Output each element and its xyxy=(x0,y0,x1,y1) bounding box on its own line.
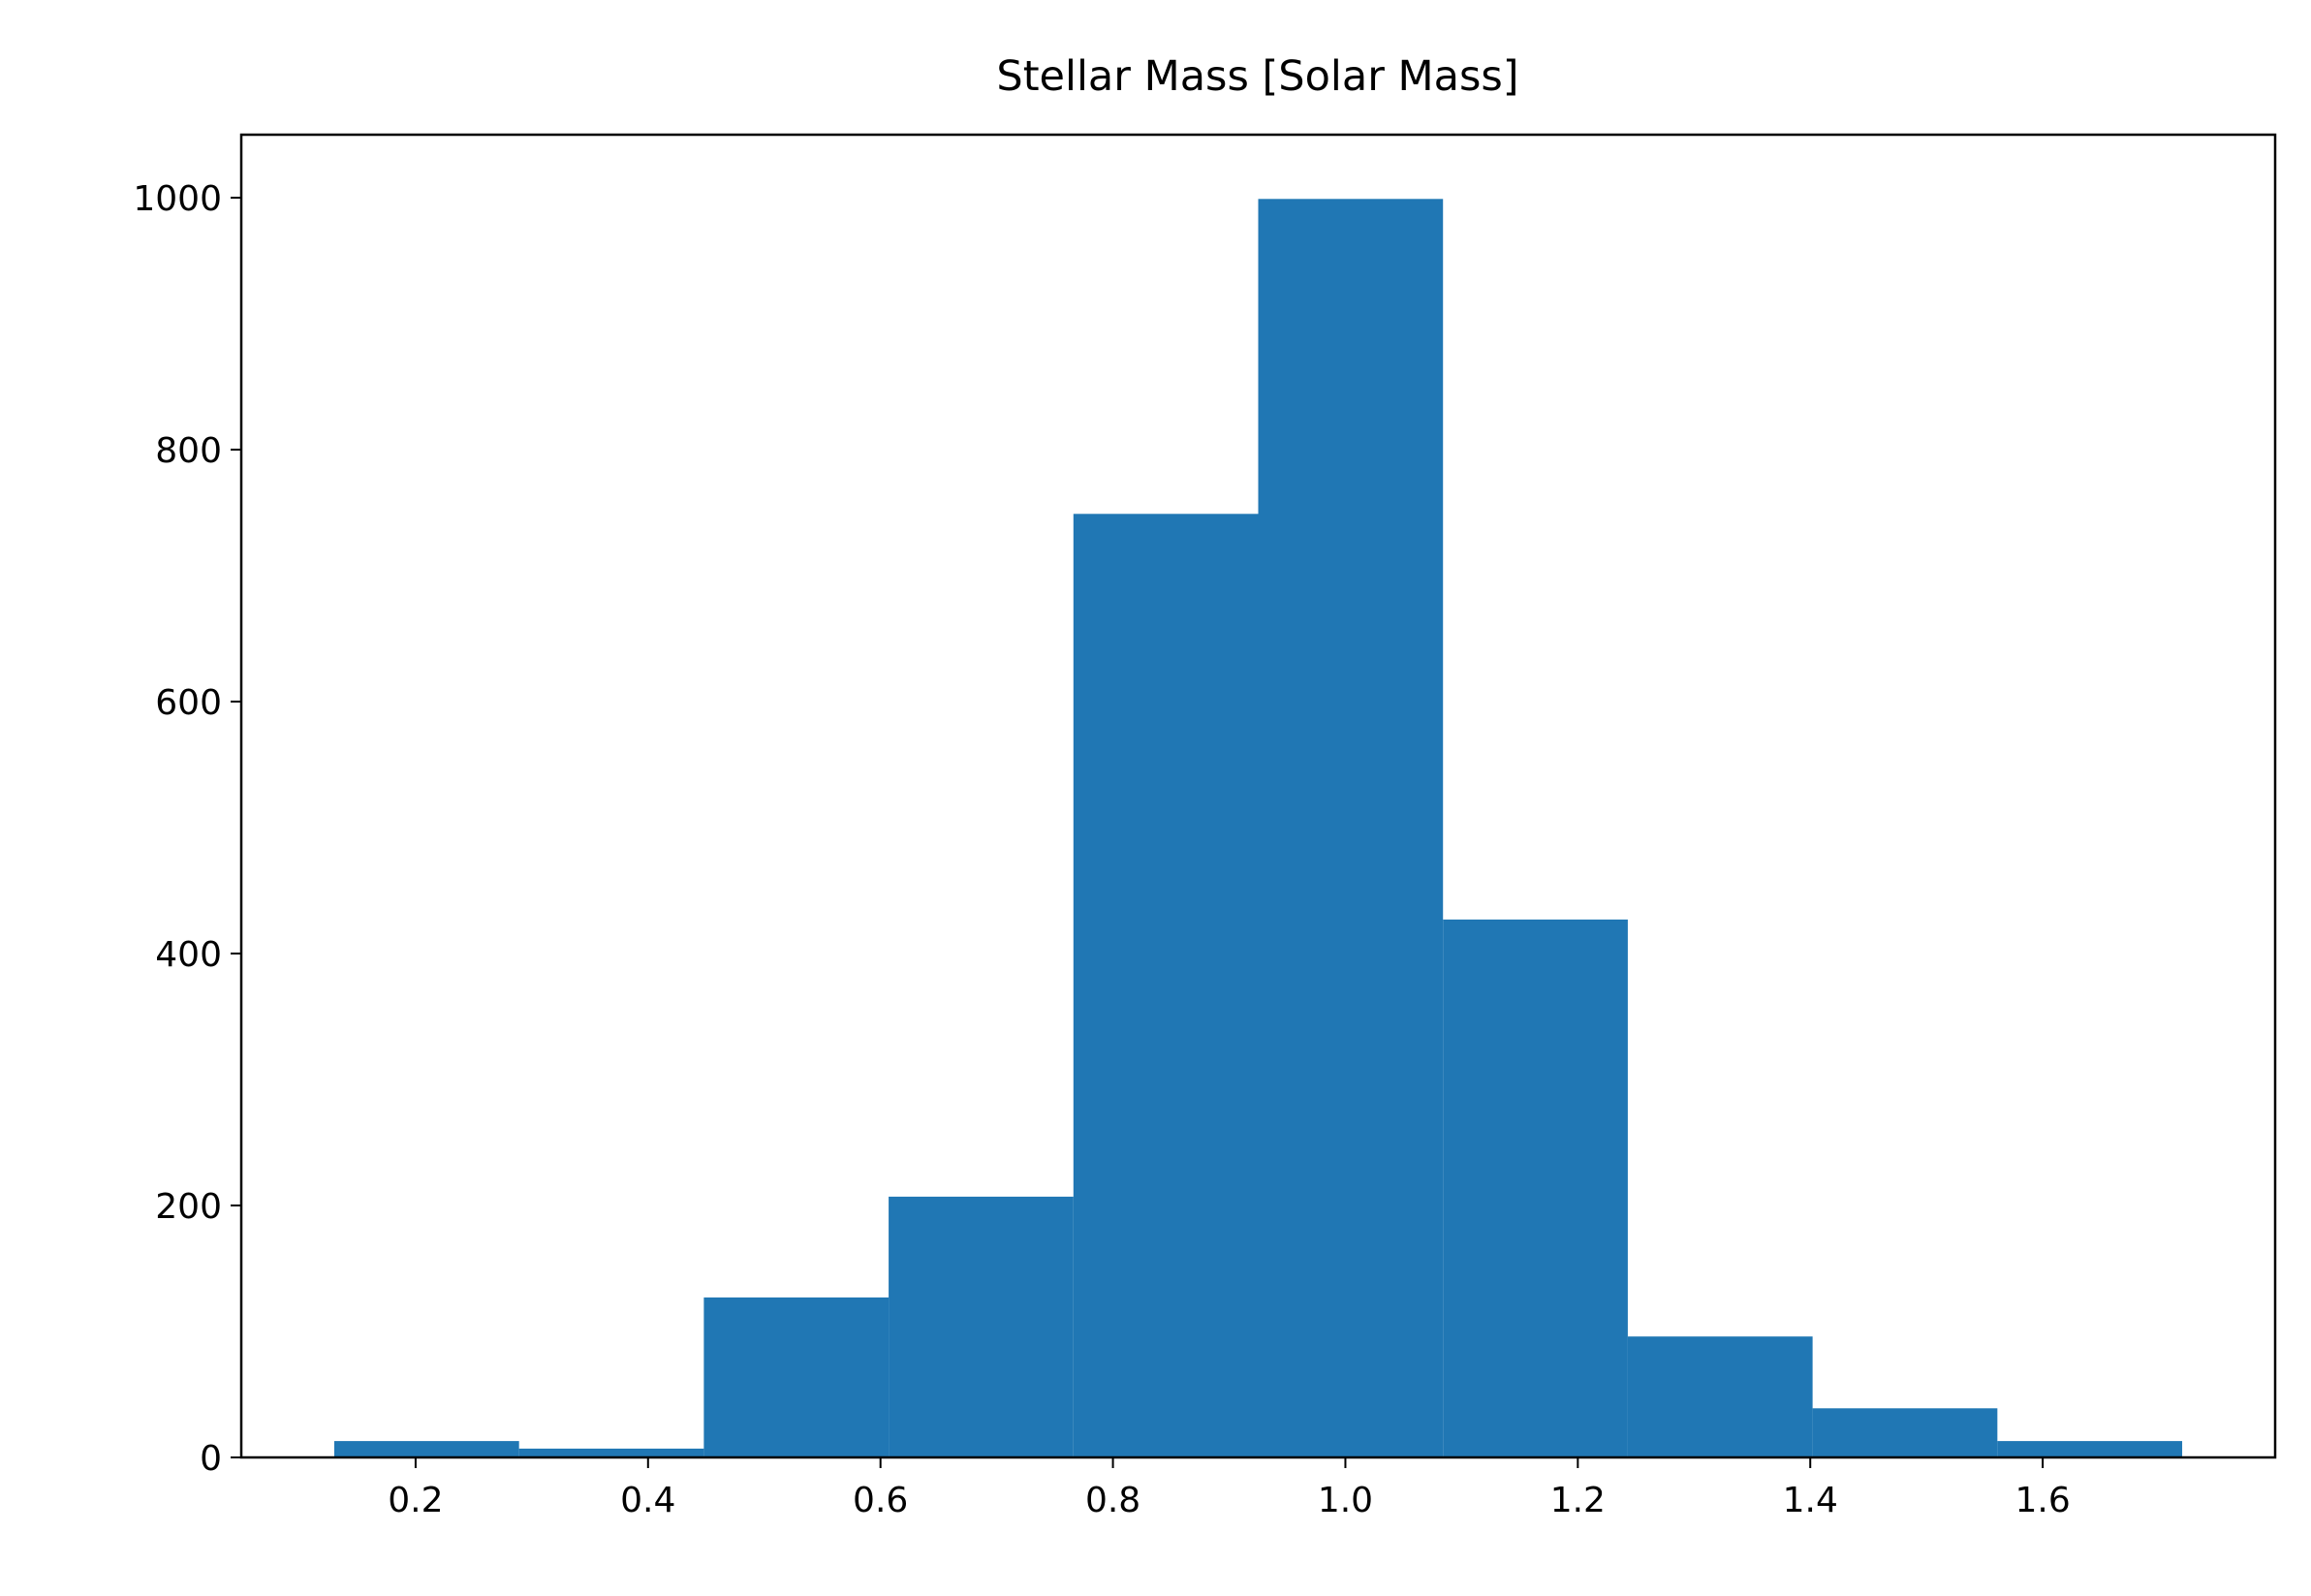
bar xyxy=(333,1441,519,1457)
y-tick-label: 800 xyxy=(155,431,222,471)
x-tick-label: 0.8 xyxy=(1085,1481,1140,1520)
bar xyxy=(703,1297,890,1457)
y-tick-label: 200 xyxy=(155,1187,222,1227)
bar xyxy=(1627,1336,1813,1457)
x-tick-label: 1.0 xyxy=(1318,1481,1373,1520)
bar xyxy=(518,1448,704,1457)
x-tick-label: 0.4 xyxy=(620,1481,675,1520)
chart-title: Stellar Mass [Solar Mass] xyxy=(996,52,1518,101)
bar xyxy=(889,1196,1074,1457)
bar xyxy=(1443,919,1628,1457)
y-tick-label: 400 xyxy=(155,935,222,975)
bar xyxy=(1812,1408,1998,1457)
x-tick-label: 1.2 xyxy=(1550,1481,1606,1520)
y-tick-label: 600 xyxy=(155,683,222,723)
x-tick-label: 0.6 xyxy=(853,1481,908,1520)
x-tick-label: 1.4 xyxy=(1783,1481,1838,1520)
y-tick-label: 0 xyxy=(200,1439,222,1479)
bar xyxy=(1258,199,1444,1457)
plot-frame xyxy=(239,133,2277,1459)
x-tick-label: 1.6 xyxy=(2014,1481,2070,1520)
x-tick-label: 0.2 xyxy=(388,1481,443,1520)
bar xyxy=(1997,1441,2183,1457)
y-tick-label: 1000 xyxy=(133,179,222,219)
bar xyxy=(1073,514,1259,1457)
